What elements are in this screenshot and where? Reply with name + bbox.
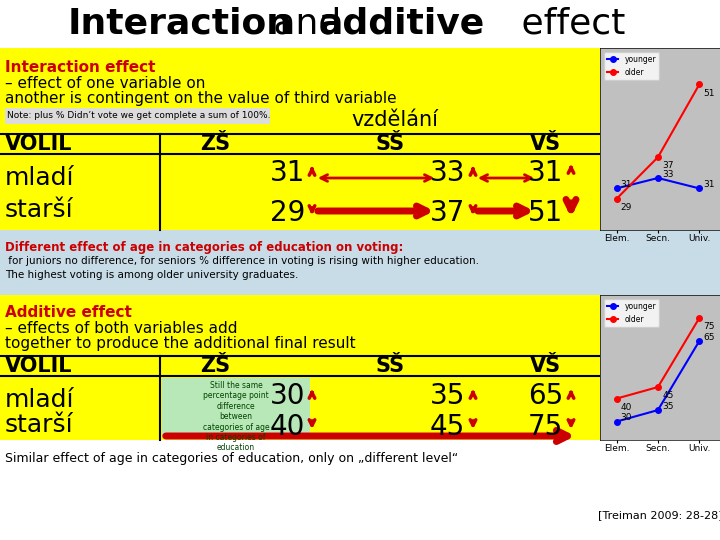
Text: Note: plus % Didn’t vote we get complete a sum of 100%.: Note: plus % Didn’t vote we get complete… [7, 111, 271, 119]
Text: The highest voting is among older university graduates.: The highest voting is among older univer… [5, 270, 298, 280]
Bar [0, 48, 600, 230]
Bar [600, 48, 720, 230]
older [612, 195, 621, 202]
younger [612, 185, 621, 192]
Text: 29: 29 [269, 199, 305, 227]
Text: Additive effect: Additive effect [5, 305, 132, 320]
Text: effect: effect [510, 7, 626, 41]
older [612, 395, 621, 402]
younger [612, 418, 621, 425]
Line: younger: younger [613, 338, 702, 424]
Text: mladí: mladí [5, 166, 74, 190]
Text: VOLIL: VOLIL [5, 356, 73, 376]
Text: 75: 75 [703, 322, 715, 331]
Text: Similar effect of age in categories of education, only on „different level“: Similar effect of age in categories of e… [5, 452, 458, 465]
Text: SŠ: SŠ [375, 356, 405, 376]
Line: older: older [613, 315, 702, 401]
older [695, 81, 703, 87]
Text: 37: 37 [430, 199, 465, 227]
Text: Interaction: Interaction [68, 7, 293, 41]
Text: Still the same
percentage point
difference
between
categories of age
in categori: Still the same percentage point differen… [203, 381, 269, 453]
Text: for juniors no difference, for seniors % difference in voting is rising with hig: for juniors no difference, for seniors %… [5, 256, 479, 266]
Text: Interaction effect: Interaction effect [5, 60, 156, 75]
younger [654, 175, 662, 181]
Text: additive: additive [318, 7, 485, 41]
Text: SŠ: SŠ [375, 134, 405, 154]
Text: 29: 29 [621, 203, 632, 212]
Text: 40: 40 [269, 413, 305, 441]
Text: VŠ: VŠ [529, 356, 561, 376]
Text: 65: 65 [528, 382, 563, 410]
Text: 40: 40 [621, 403, 632, 411]
younger [654, 407, 662, 413]
Text: 31: 31 [269, 159, 305, 187]
Bar [600, 295, 720, 440]
Text: – effect of one variable on: – effect of one variable on [5, 76, 205, 91]
Bar [0, 295, 600, 440]
older [654, 384, 662, 390]
Text: [Treiman 2009: 28-28]: [Treiman 2009: 28-28] [598, 510, 720, 520]
Text: 33: 33 [430, 159, 465, 187]
Text: ZŠ: ZŠ [200, 134, 230, 154]
older [695, 315, 703, 321]
Text: ZŠ: ZŠ [200, 356, 230, 376]
Text: 31: 31 [703, 180, 715, 189]
Text: 45: 45 [430, 413, 465, 441]
Line: older: older [613, 82, 702, 201]
Bar [162, 378, 310, 438]
older [654, 154, 662, 160]
Text: starší: starší [5, 413, 73, 437]
Bar [5, 108, 270, 124]
Text: 51: 51 [528, 199, 563, 227]
Text: 51: 51 [703, 89, 715, 98]
Line: younger: younger [613, 175, 702, 191]
Text: another is contingent on the value of third variable: another is contingent on the value of th… [5, 91, 397, 106]
Text: VOLIL: VOLIL [5, 134, 73, 154]
Text: VŠ: VŠ [529, 134, 561, 154]
Text: 37: 37 [662, 161, 674, 170]
Legend: younger, older: younger, older [604, 52, 659, 80]
Text: 31: 31 [621, 180, 632, 189]
Text: 33: 33 [662, 170, 674, 179]
Text: 30: 30 [269, 382, 305, 410]
younger [695, 185, 703, 192]
Legend: younger, older: younger, older [604, 299, 659, 327]
Text: 35: 35 [430, 382, 465, 410]
Bar [0, 0, 720, 48]
Text: vzdělání: vzdělání [351, 110, 438, 130]
Bar [0, 230, 720, 295]
Text: – effects of both variables add: – effects of both variables add [5, 321, 238, 336]
Text: and: and [262, 7, 353, 41]
Bar [0, 440, 720, 540]
Text: 31: 31 [528, 159, 563, 187]
Text: 35: 35 [662, 402, 674, 411]
Text: 75: 75 [528, 413, 563, 441]
Text: starší: starší [5, 198, 73, 222]
Text: Different effect of age in categories of education on voting:: Different effect of age in categories of… [5, 241, 403, 254]
Text: 65: 65 [703, 333, 715, 342]
Text: together to produce the additional final result: together to produce the additional final… [5, 336, 356, 351]
Text: 45: 45 [662, 391, 673, 400]
younger [695, 338, 703, 345]
Text: mladí: mladí [5, 388, 74, 412]
Text: 30: 30 [621, 413, 632, 422]
